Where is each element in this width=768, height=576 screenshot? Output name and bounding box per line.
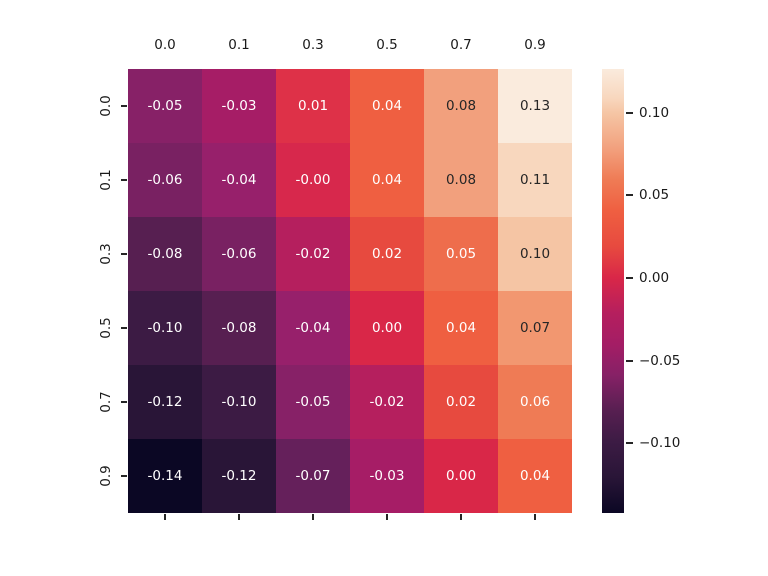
heatmap-cell: 0.05 [424,217,498,291]
heatmap-cell: 0.02 [350,217,424,291]
x-tick-mark [164,514,166,520]
heatmap-cell: -0.14 [128,439,202,513]
heatmap-cell: 0.06 [498,365,572,439]
heatmap-cell: -0.04 [202,143,276,217]
y-tick-label: 0.0 [98,95,114,117]
heatmap-cell: -0.03 [350,439,424,513]
heatmap-cell: 0.08 [424,143,498,217]
x-tick-label: 0.1 [228,37,250,53]
heatmap-cell: -0.03 [202,69,276,143]
colorbar-tick-mark [626,194,633,196]
colorbar-tick-label: 0.10 [639,104,670,121]
colorbar-tick-label: 0.00 [639,270,670,287]
y-tick-mark [121,327,127,329]
heatmap-cell: 0.11 [498,143,572,217]
heatmap-cell: 0.10 [498,217,572,291]
colorbar-tick-mark [626,277,633,279]
y-tick-mark [121,475,127,477]
heatmap-cell: -0.12 [128,365,202,439]
x-tick-label: 0.5 [376,37,398,53]
colorbar-tick-mark [626,112,633,114]
heatmap-cell: 0.00 [350,291,424,365]
heatmap-cell: 0.04 [498,439,572,513]
y-tick-mark [121,401,127,403]
heatmap: -0.05 -0.03 0.01 0.04 0.08 0.13 -0.06 -0.04 -0.0… [128,69,572,513]
x-tick-label: 0.0 [154,37,176,53]
heatmap-cell: 0.13 [498,69,572,143]
heatmap-cell: 0.00 [424,439,498,513]
heatmap-cell: -0.12 [202,439,276,513]
heatmap-cell: -0.05 [276,365,350,439]
heatmap-cell: -0.06 [202,217,276,291]
x-tick-mark [312,514,314,520]
x-tick-label: 0.3 [302,37,324,53]
heatmap-cell: 0.07 [498,291,572,365]
heatmap-cell: -0.02 [350,365,424,439]
colorbar [602,69,624,513]
heatmap-cell: -0.05 [128,69,202,143]
heatmap-cell: -0.08 [128,217,202,291]
y-tick-mark [121,253,127,255]
x-tick-mark [534,514,536,520]
heatmap-cell: 0.02 [424,365,498,439]
heatmap-cell: -0.07 [276,439,350,513]
heatmap-cell: -0.00 [276,143,350,217]
x-tick-mark [460,514,462,520]
heatmap-cell: -0.06 [128,143,202,217]
colorbar-tick-label: −0.10 [639,434,681,451]
y-tick-label: 0.7 [98,391,114,413]
heatmap-cell: 0.04 [350,69,424,143]
heatmap-cell: -0.08 [202,291,276,365]
y-tick-label: 0.1 [98,169,114,191]
heatmap-cell: -0.10 [128,291,202,365]
heatmap-cell: 0.01 [276,69,350,143]
y-tick-mark [121,105,127,107]
y-tick-label: 0.5 [98,317,114,339]
colorbar-tick-label: 0.05 [639,187,670,204]
y-tick-label: 0.3 [98,243,114,265]
heatmap-cell: 0.04 [350,143,424,217]
colorbar-tick-label: −0.05 [639,353,681,370]
x-tick-mark [386,514,388,520]
y-tick-label: 0.9 [98,465,114,487]
heatmap-cell: -0.04 [276,291,350,365]
y-tick-mark [121,179,127,181]
colorbar-tick-mark [626,442,633,444]
x-tick-mark [238,514,240,520]
heatmap-cell: 0.04 [424,291,498,365]
x-tick-label: 0.9 [524,37,546,53]
heatmap-cell: 0.08 [424,69,498,143]
heatmap-cell: -0.02 [276,217,350,291]
heatmap-cell: -0.10 [202,365,276,439]
colorbar-tick-mark [626,360,633,362]
x-tick-label: 0.7 [450,37,472,53]
